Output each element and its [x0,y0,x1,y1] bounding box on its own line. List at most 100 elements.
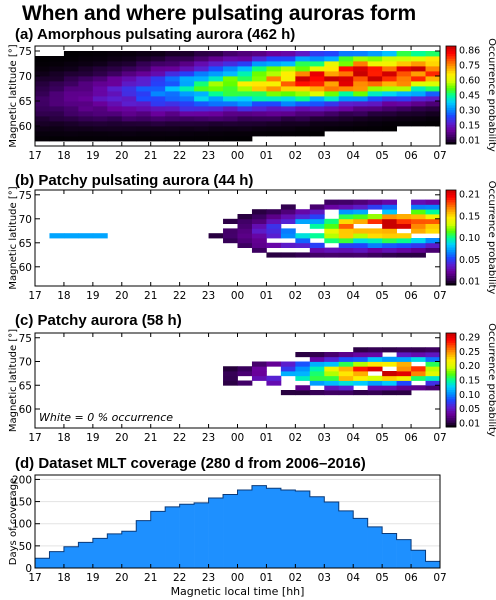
heatmap-cell [78,111,94,117]
heatmap-cell [396,116,412,122]
heatmap-cell [208,66,224,72]
heatmap-cell [353,361,369,367]
x-tick-label: 06 [404,432,418,444]
heatmap-cell [353,352,369,358]
heatmap-cell [353,252,369,258]
heatmap-cell [295,209,311,215]
heatmap-cell [367,106,383,112]
heatmap-cell [280,76,296,82]
heatmap-cell [280,101,296,107]
heatmap-cell [338,116,354,122]
heatmap-cell [280,242,296,248]
heatmap-cell [121,51,137,57]
panel-a-title: (a) Amorphous pulsating aurora (462 h) [15,26,296,43]
heatmap-cell [266,71,282,77]
heatmap-cell [237,380,253,386]
heatmap-cell [35,126,50,132]
heatmap-cell [367,347,383,353]
heatmap-cell [280,209,296,215]
heatmap-cell [121,111,137,117]
heatmap-cell [194,116,209,122]
heatmap-cell [353,390,369,396]
x-tick-label: 03 [318,432,331,444]
heatmap-cell [78,91,94,97]
heatmap-cell [353,106,369,112]
colorbar-segment [446,55,456,59]
heatmap-cell [280,56,296,62]
heatmap-cell [382,375,398,381]
heatmap-cell [396,96,412,102]
colorbar-tick-label: 0.20 [459,361,480,372]
heatmap-cell [309,111,325,117]
heatmap-cell [367,101,383,107]
colorbar-tick-label: 0.21 [459,190,480,201]
heatmap-cell [251,86,267,92]
heatmap-cell [49,96,65,102]
heatmap-cell [425,86,441,92]
heatmap-cell [237,126,253,132]
heatmap-cell [367,252,383,258]
x-tick-label: 06 [404,150,418,162]
heatmap-cell [324,101,340,107]
heatmap-cell [425,81,441,87]
x-tick-label: 18 [57,290,70,302]
heatmap-cell [367,390,383,396]
heatmap-cell [63,71,79,77]
heatmap-cell [324,361,340,367]
colorbar-segment [446,235,456,238]
heatmap-cell [280,86,296,92]
heatmap-cell [35,121,50,127]
colorbar-segment [446,275,456,279]
colorbar-segment [446,201,456,205]
heatmap-cell [411,385,426,391]
colorbar-segment [446,372,456,376]
heatmap-cell [92,101,108,107]
heatmap-cell [280,228,296,234]
x-tick-label: 22 [173,290,186,302]
heatmap-cell [78,116,94,122]
colorbar-segment [446,387,456,390]
heatmap-cell [63,233,79,239]
coverage-bar [78,542,94,568]
heatmap-cell [367,61,383,67]
heatmap-cell [309,71,325,77]
heatmap-cell [382,252,398,258]
x-tick-label: 22 [173,572,186,584]
heatmap-cell [382,385,398,391]
heatmap-cell [35,101,50,107]
colorbar-segment [446,410,456,414]
colorbar-tick-label: 0.30 [459,106,480,117]
coverage-bar [396,539,412,568]
heatmap-cell [280,111,296,117]
x-tick-label: 19 [86,572,99,584]
coverage-bar [237,490,253,568]
heatmap-cell [280,106,296,112]
x-tick-label: 05 [375,432,388,444]
heatmap-cell [223,233,238,239]
heatmap-cell [194,121,209,127]
heatmap-cell [35,76,50,82]
heatmap-cell [367,375,383,381]
heatmap-cell [309,96,325,102]
heatmap-cell [382,361,398,367]
heatmap-cell [324,233,340,239]
heatmap-cell [396,356,412,362]
heatmap-cell [107,106,123,112]
heatmap-cell [266,91,282,97]
colorbar-segment [446,422,456,426]
heatmap-cell [295,71,311,77]
heatmap-cell [49,91,65,97]
heatmap-cell [35,61,50,67]
colorbar-segment [446,85,456,89]
heatmap-cell [425,247,441,253]
heatmap-cell [266,106,282,112]
heatmap-cell [382,61,398,67]
heatmap-cell [251,101,267,107]
heatmap-cell [411,56,426,62]
heatmap-cell [411,242,426,248]
heatmap-cell [121,91,137,97]
heatmap-cell [251,61,267,67]
heatmap-cell [353,96,369,102]
colorbar-tick-label: 0.05 [459,404,480,415]
x-tick-label: 05 [375,572,388,584]
